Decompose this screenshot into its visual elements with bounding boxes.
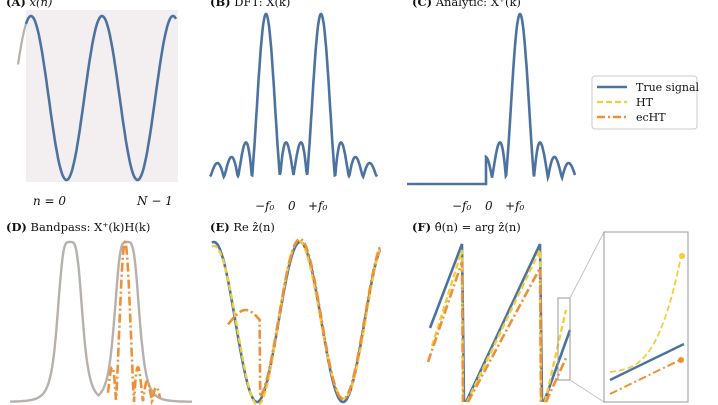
panel-e-title: (E) Re ẑ(n)	[210, 220, 275, 234]
panel-b-title: (B) DFT: X(k)	[210, 0, 290, 9]
zoom-inset-box	[603, 231, 689, 403]
panel-e-ht-line	[211, 239, 382, 405]
legend-box	[591, 75, 698, 130]
legend-echt-label: ecHT	[636, 111, 666, 124]
panel-a-shading	[26, 10, 178, 182]
panel-e: (E) Re ẑ(n)	[210, 220, 382, 405]
panel-a-true-line	[24, 14, 178, 182]
zoom-ht-point	[679, 253, 685, 259]
panel-a-title: (A) x(n)	[6, 0, 52, 9]
zoom-echt-point	[678, 357, 684, 363]
legend-ht-label: HT	[636, 96, 654, 109]
zoom-true-line	[609, 342, 685, 382]
zoom-connector-bottom	[569, 379, 605, 403]
panel-f: (F) θ̂(n) = arg ẑ(n)	[412, 220, 689, 403]
zoom-ht-line	[609, 251, 683, 373]
zoom-source-box	[557, 297, 571, 381]
panel-b: (B) DFT: X(k) −f₀ 0 +f₀	[208, 0, 379, 213]
panel-f-echt-line	[426, 261, 568, 403]
panel-c-tick-zero: 0	[485, 199, 493, 213]
zoom-connector-top	[569, 231, 605, 299]
panel-a-tick-start: n = 0	[33, 194, 66, 208]
panel-c-tick-pos: +f₀	[505, 199, 524, 213]
panel-c-true-line	[407, 12, 577, 186]
panel-b-tick-neg: −f₀	[255, 199, 274, 213]
panel-b-true-line	[208, 12, 379, 180]
panel-a-tick-end: N − 1	[136, 194, 173, 208]
panel-d-gray-line	[10, 240, 192, 403]
panel-d: (D) Bandpass: X⁺(k)H(k)	[6, 220, 192, 405]
panel-b-tick-zero: 0	[288, 199, 296, 213]
legend: True signal HT ecHT	[591, 75, 700, 130]
zoom-echt-line	[609, 359, 681, 395]
panel-a: (A) x(n) n = 0 N − 1	[6, 0, 178, 208]
panel-b-tick-pos: +f₀	[308, 199, 327, 213]
panel-e-echt-line	[227, 237, 382, 402]
panel-f-true-line	[428, 243, 572, 403]
panel-d-title: (D) Bandpass: X⁺(k)H(k)	[6, 220, 150, 234]
panel-c-title: (C) Analytic: X⁺(k)	[412, 0, 521, 9]
panel-c: (C) Analytic: X⁺(k) −f₀ 0 +f₀	[407, 0, 577, 213]
panel-d-echt-line	[106, 240, 162, 405]
panel-f-title: (F) θ̂(n) = arg ẑ(n)	[412, 220, 521, 234]
panel-c-tick-neg: −f₀	[452, 199, 471, 213]
legend-true-label: True signal	[636, 81, 700, 94]
panel-a-gray-line	[16, 23, 28, 65]
